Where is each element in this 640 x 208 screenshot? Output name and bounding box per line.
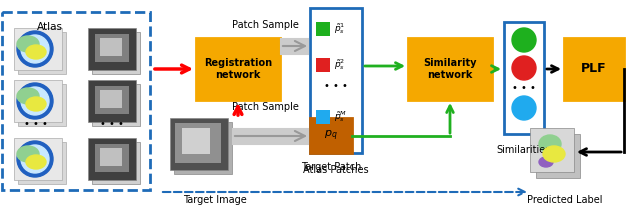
Text: Target Patch: Target Patch (301, 162, 361, 172)
Text: $p_q$: $p_q$ (324, 129, 338, 143)
Ellipse shape (539, 135, 561, 153)
Text: • • •: • • • (24, 119, 48, 129)
Ellipse shape (26, 97, 46, 111)
Bar (92, 32, 140, 74)
Ellipse shape (17, 36, 39, 52)
Bar (310, 8, 362, 153)
Circle shape (17, 31, 53, 67)
Bar (92, 84, 140, 126)
FancyArrowPatch shape (163, 189, 525, 195)
Text: • • •: • • • (512, 83, 536, 93)
Text: Similarity
network: Similarity network (423, 58, 477, 80)
Text: Predicted Label: Predicted Label (527, 195, 603, 205)
Bar (530, 128, 574, 172)
Bar (182, 128, 210, 154)
Text: Atlas Patches: Atlas Patches (303, 165, 369, 175)
Ellipse shape (543, 146, 565, 162)
Bar (536, 134, 580, 178)
Circle shape (17, 141, 53, 177)
Circle shape (512, 28, 536, 52)
Text: $\tilde{p}_s^2$: $\tilde{p}_s^2$ (334, 58, 345, 72)
Bar (316, 58, 330, 72)
Bar (100, 148, 122, 166)
Bar (2, 12, 150, 190)
Bar (18, 142, 66, 184)
Text: PLF: PLF (581, 62, 607, 76)
Circle shape (21, 87, 49, 115)
Bar (316, 110, 330, 124)
Bar (100, 38, 122, 56)
Bar (504, 22, 544, 134)
Circle shape (21, 35, 49, 63)
Bar (310, 118, 352, 153)
Bar (196, 38, 280, 100)
Bar (100, 90, 122, 108)
Bar (170, 118, 228, 170)
Bar (95, 86, 129, 114)
Bar (88, 138, 136, 180)
Bar (316, 22, 330, 36)
Bar (174, 122, 232, 174)
Bar (408, 38, 492, 100)
Text: Atlas: Atlas (37, 22, 63, 32)
Text: $\tilde{p}_s^M$: $\tilde{p}_s^M$ (334, 110, 347, 124)
Bar (88, 28, 136, 70)
Text: • • •: • • • (100, 119, 124, 129)
Bar (14, 28, 62, 70)
Bar (175, 123, 221, 163)
Text: Registration
network: Registration network (204, 58, 272, 80)
Bar (18, 84, 66, 126)
Bar (14, 138, 62, 180)
Ellipse shape (26, 45, 46, 59)
Ellipse shape (26, 155, 46, 169)
Text: Similarities: Similarities (497, 145, 551, 155)
Ellipse shape (539, 157, 553, 167)
Bar (18, 32, 66, 74)
Bar (88, 80, 136, 122)
Circle shape (512, 96, 536, 120)
Text: Patch Sample: Patch Sample (232, 102, 298, 112)
Bar (92, 142, 140, 184)
Circle shape (512, 56, 536, 80)
Circle shape (17, 83, 53, 119)
Text: • • •: • • • (324, 81, 348, 91)
Text: $\tilde{p}_s^1$: $\tilde{p}_s^1$ (334, 22, 346, 36)
Bar (14, 80, 62, 122)
Ellipse shape (17, 146, 39, 162)
Text: Patch Sample: Patch Sample (232, 20, 298, 30)
Bar (564, 38, 624, 100)
Bar (95, 34, 129, 62)
Circle shape (21, 145, 49, 173)
Text: Target Image: Target Image (183, 195, 247, 205)
Ellipse shape (17, 88, 39, 104)
Bar (95, 144, 129, 172)
